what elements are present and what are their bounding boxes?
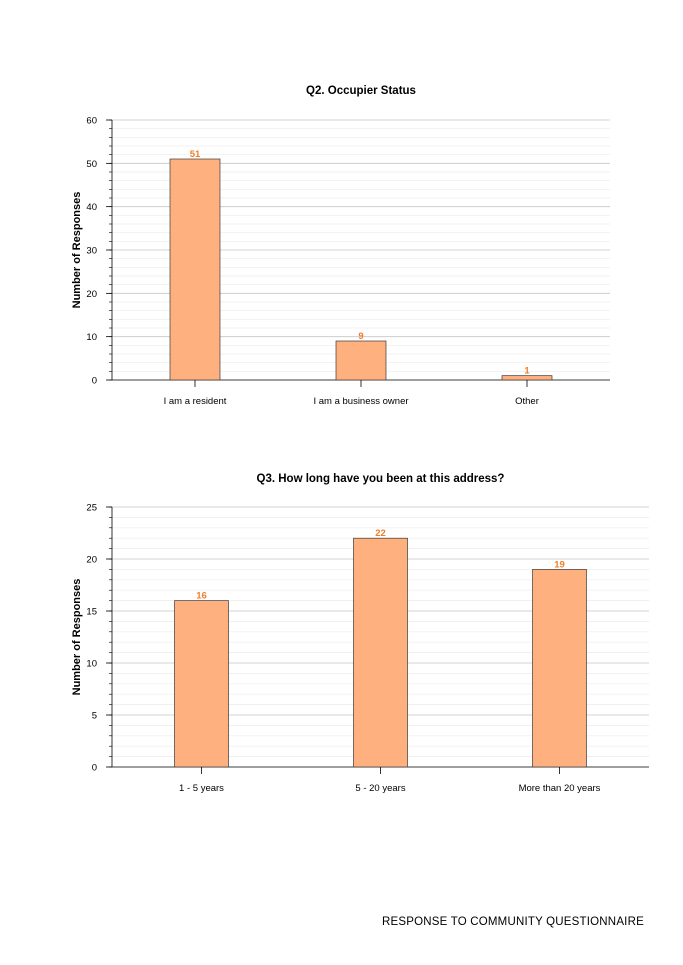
y-tick-label: 10 — [86, 659, 97, 670]
y-tick-label: 30 — [86, 246, 97, 257]
bar — [532, 569, 587, 768]
page-footer: RESPONSE TO COMMUNITY QUESTIONNAIRE — [382, 916, 644, 928]
address-duration-chart-svg: Q3. How long have you been at this addre… — [71, 473, 649, 794]
bar — [335, 340, 387, 381]
bar-value-label: 51 — [190, 149, 201, 160]
bar-value-label: 9 — [358, 331, 363, 342]
x-tick-label: 1 - 5 years — [179, 783, 224, 794]
y-tick-label: 10 — [86, 332, 97, 343]
x-tick-label: 5 - 20 years — [355, 783, 405, 794]
y-tick-label: 25 — [86, 503, 97, 514]
occupier-status-chart: Q2. Occupier Status 0 10 20 30 40 50 60 Number o… — [0, 70, 683, 420]
x-tick-label: Other — [515, 396, 539, 407]
x-tick-label: More than 20 years — [519, 783, 601, 794]
y-tick-label: 20 — [86, 555, 97, 566]
y-axis-title: Number of Responses — [71, 192, 83, 309]
chart-title: Q3. How long have you been at this addre… — [257, 473, 505, 485]
y-axis-title: Number of Responses — [71, 579, 83, 696]
bar — [174, 600, 229, 768]
address-duration-chart: Q3. How long have you been at this addre… — [0, 458, 683, 808]
y-tick-label: 60 — [86, 116, 97, 127]
bar — [353, 537, 408, 768]
x-tick-label: I am a resident — [164, 396, 227, 407]
y-tick-label: 50 — [86, 159, 97, 170]
y-tick-label: 5 — [92, 711, 97, 722]
y-tick-label: 40 — [86, 202, 97, 213]
y-tick-label: 0 — [92, 763, 97, 774]
bar-value-label: 1 — [524, 366, 530, 377]
y-tick-label: 15 — [86, 607, 97, 618]
bar-value-label: 16 — [196, 591, 207, 602]
bar — [169, 158, 221, 381]
x-tick-label: I am a business owner — [313, 396, 408, 407]
y-tick-label: 0 — [92, 376, 97, 387]
bar-value-label: 22 — [375, 528, 386, 539]
chart-title: Q2. Occupier Status — [306, 85, 416, 97]
y-tick-label: 20 — [86, 289, 97, 300]
bar-value-label: 19 — [554, 559, 565, 570]
occupier-status-chart-svg: Q2. Occupier Status 0 10 20 30 40 50 60 Number o… — [71, 85, 610, 407]
